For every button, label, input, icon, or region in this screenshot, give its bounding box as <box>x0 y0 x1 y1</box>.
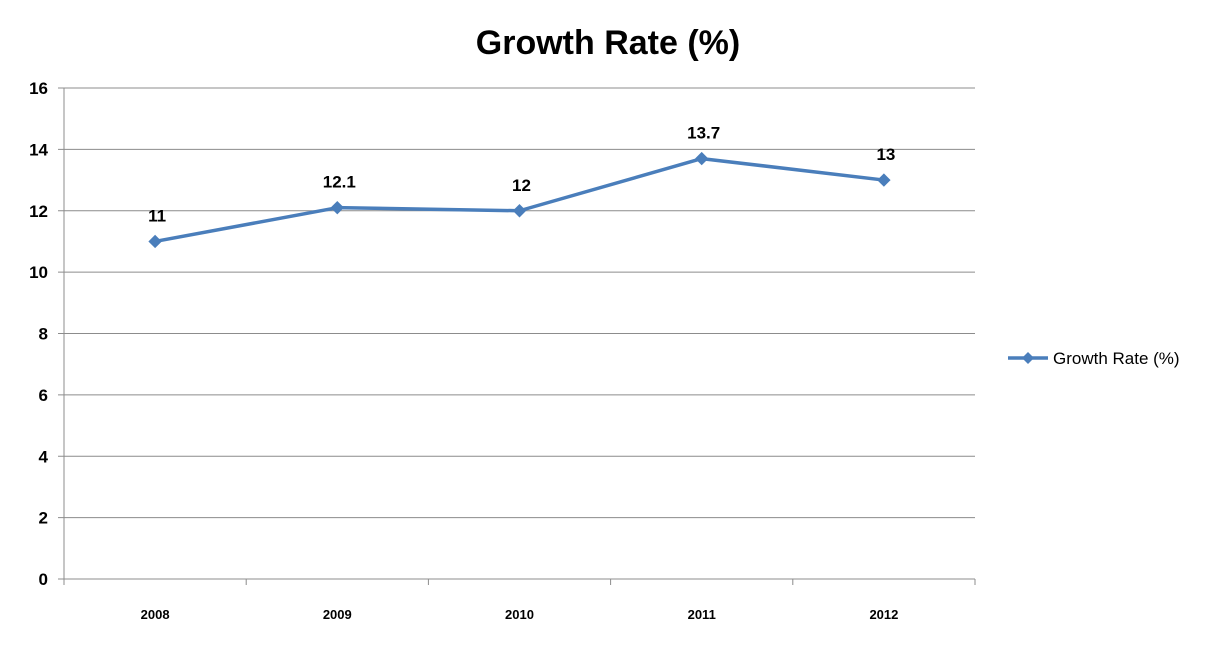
data-label: 13 <box>876 145 895 164</box>
y-tick-label: 4 <box>39 447 49 466</box>
grid-lines <box>64 87 975 519</box>
y-tick-label: 6 <box>39 386 48 405</box>
legend-series-marker <box>1022 352 1034 364</box>
data-point-marker <box>512 204 527 218</box>
y-tick-label: 2 <box>39 509 48 528</box>
y-tick-label: 10 <box>29 263 48 282</box>
y-tick-label: 8 <box>39 325 48 344</box>
data-label: 13.7 <box>687 124 720 143</box>
y-axis-tick-labels: 0 2 4 6 8 10 12 14 16 <box>29 79 48 589</box>
legend: Growth Rate (%) <box>1008 349 1180 368</box>
data-point-marker <box>694 151 709 166</box>
series-layer <box>148 151 891 249</box>
y-tick-label: 12 <box>29 202 48 221</box>
data-point-marker <box>148 234 162 249</box>
x-tick-label: 2012 <box>869 607 898 622</box>
data-label: 12.1 <box>323 173 356 192</box>
data-point-marker <box>330 200 345 215</box>
x-tick-label: 2008 <box>141 607 170 622</box>
data-labels: 11 12.1 12 13.7 13 <box>148 124 895 226</box>
chart-title: Growth Rate (%) <box>476 24 740 62</box>
x-axis-tick-labels: 2008 2009 2010 2011 2012 <box>141 607 899 622</box>
x-tick-label: 2009 <box>323 607 352 622</box>
data-point-marker <box>877 173 891 187</box>
x-tick-label: 2010 <box>505 607 534 622</box>
y-tick-label: 0 <box>39 570 48 589</box>
axes <box>58 87 976 585</box>
data-label: 11 <box>148 206 166 225</box>
series-line <box>154 156 885 244</box>
data-label: 12 <box>512 176 531 195</box>
x-tick-label: 2011 <box>688 607 716 622</box>
y-tick-label: 16 <box>29 79 48 98</box>
legend-series-label: Growth Rate (%) <box>1053 349 1180 368</box>
y-tick-label: 14 <box>29 140 48 159</box>
